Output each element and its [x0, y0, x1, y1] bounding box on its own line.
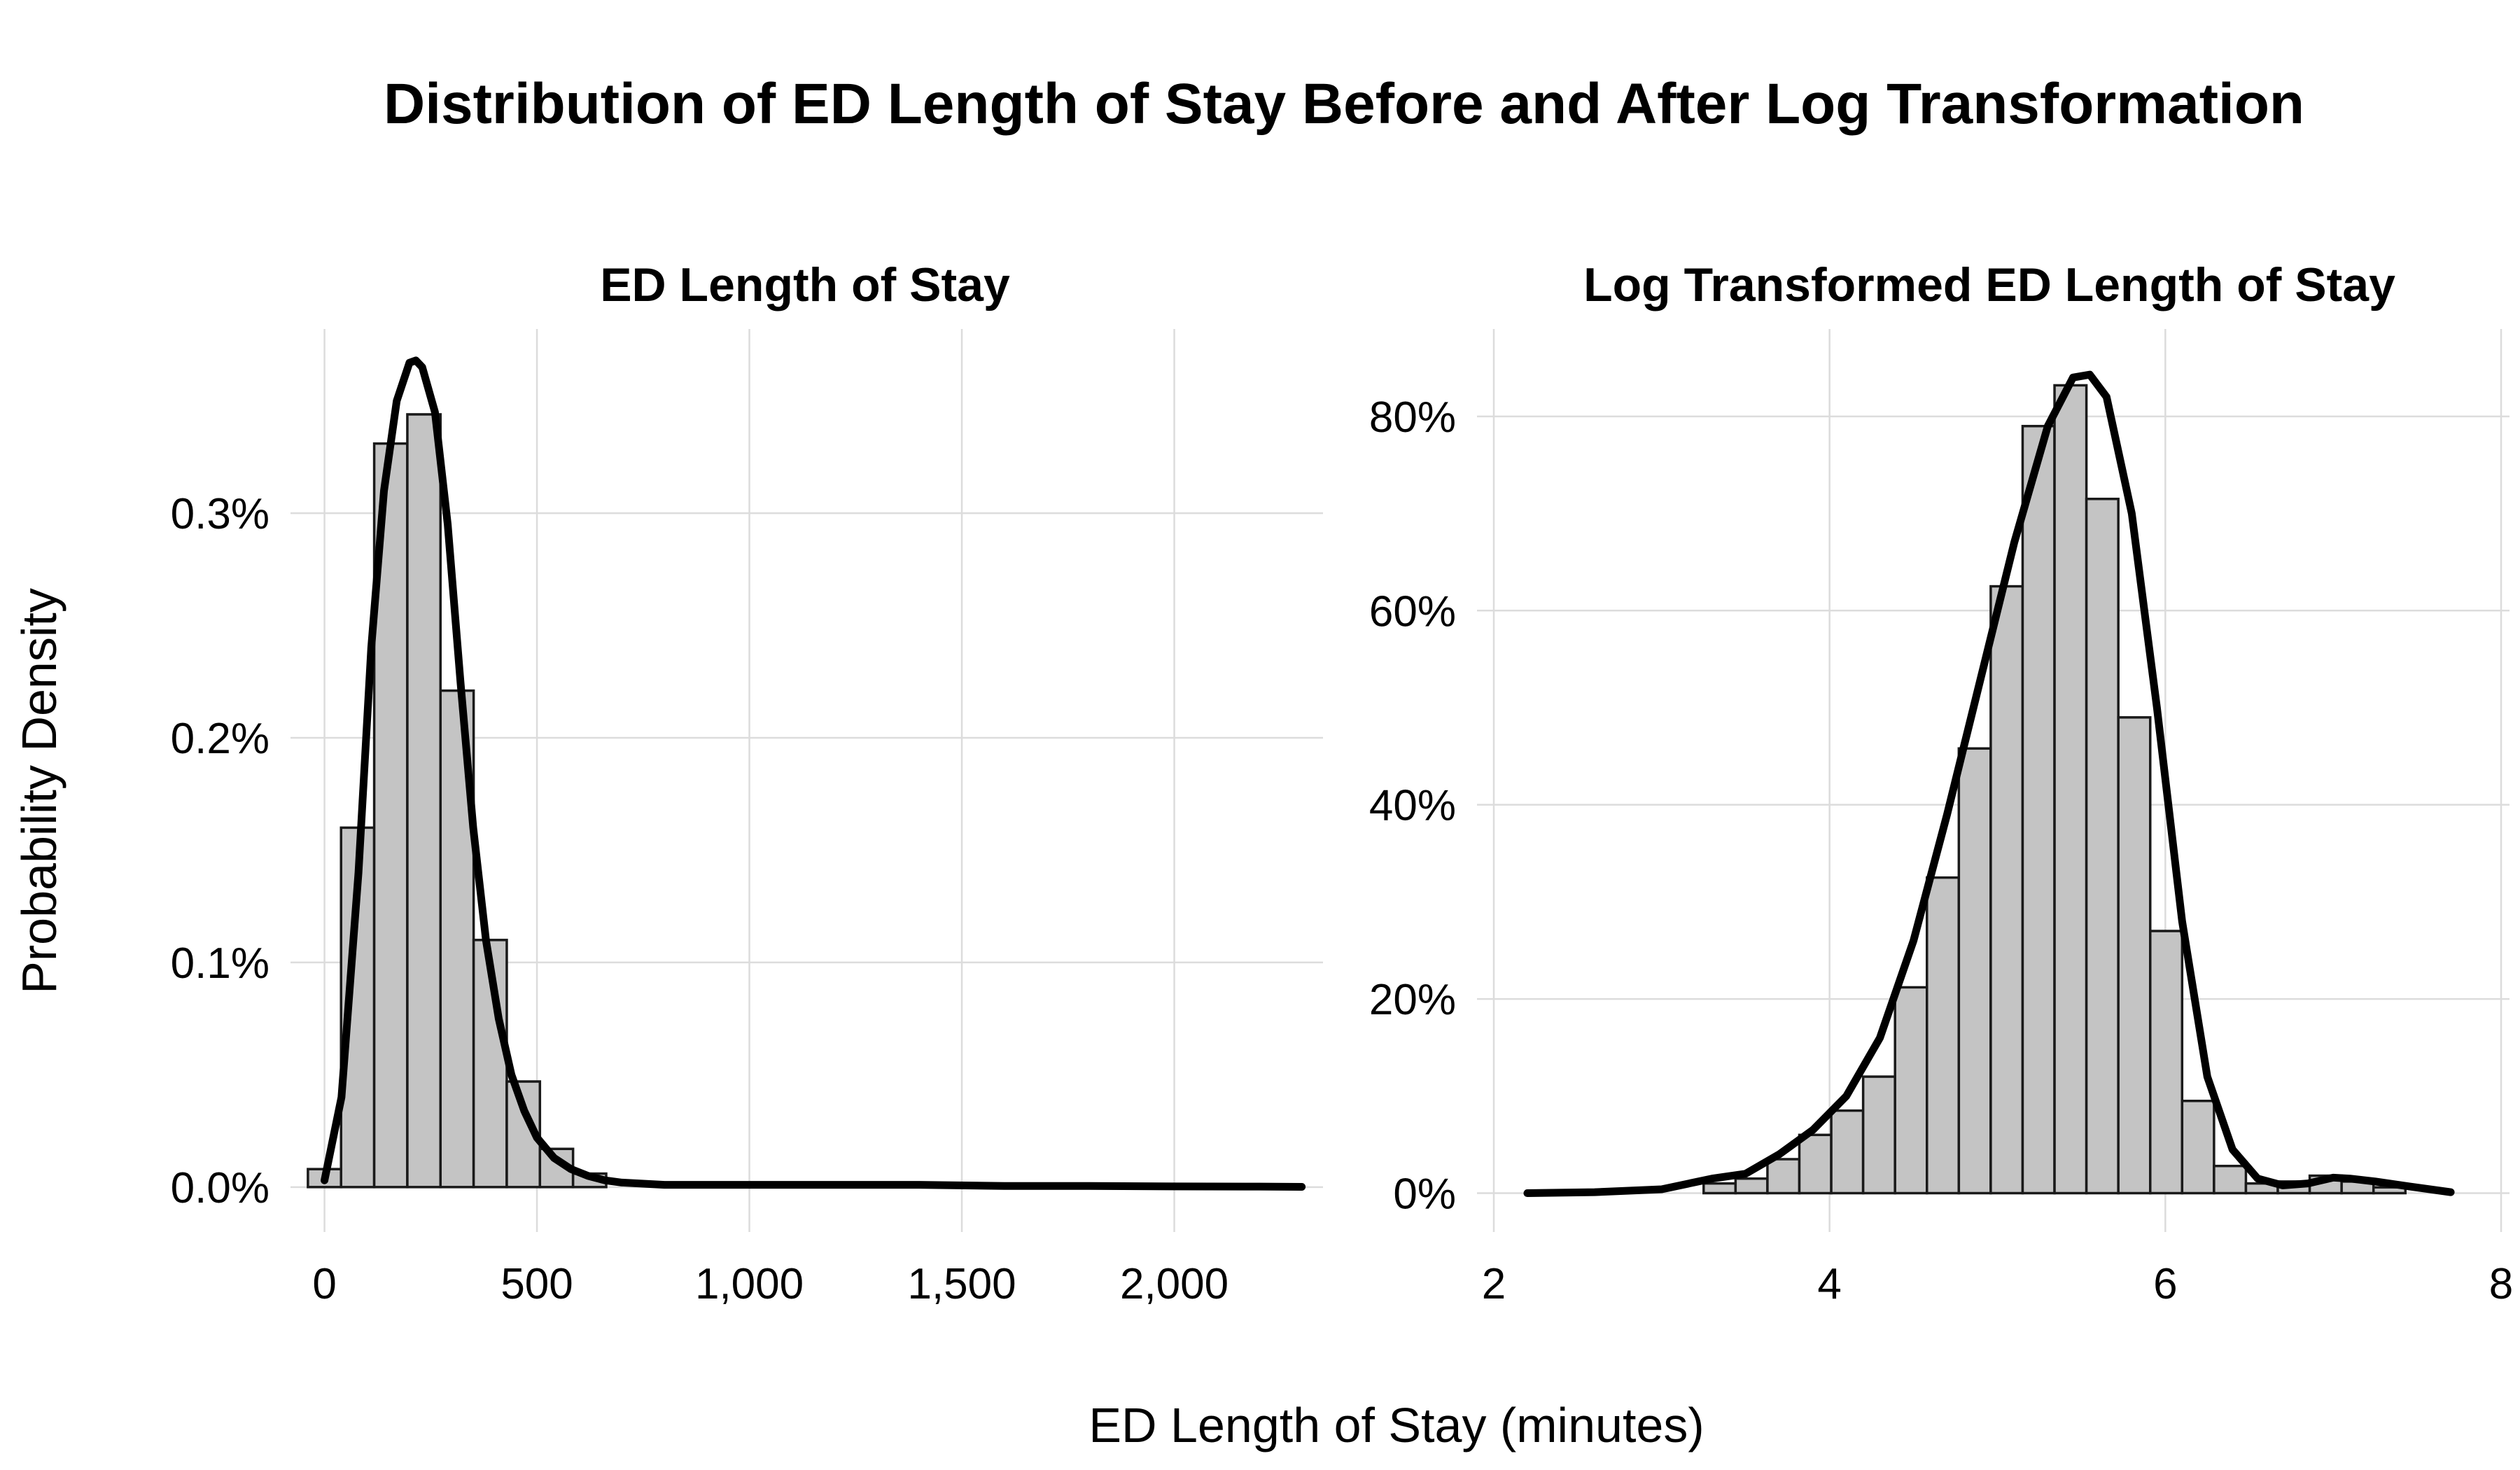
right-histogram-bar	[1861, 1075, 1896, 1195]
right-histogram-bar	[2085, 497, 2120, 1195]
left-panel-title: ED Length of Stay	[600, 258, 1010, 312]
left-histogram-bar	[406, 413, 442, 1189]
right-density-curve	[1523, 370, 2455, 1198]
right-y-tick-label: 80%	[1369, 393, 1456, 442]
right-y-tick-label: 20%	[1369, 976, 1456, 1024]
left-y-tick-label: 0.2%	[171, 715, 270, 763]
right-histogram-bar	[1766, 1158, 1801, 1195]
right-histogram-bar	[2053, 384, 2088, 1195]
right-histogram-bar	[2021, 424, 2056, 1195]
chart-title: Distribution of ED Length of Stay Before…	[384, 72, 2304, 136]
right-histogram-bar	[1957, 747, 1992, 1195]
right-histogram-bar	[1893, 986, 1928, 1195]
right-histogram-bar	[2148, 930, 2184, 1195]
x-axis-label: ED Length of Stay (minutes)	[1088, 1398, 1704, 1452]
right-histogram-bar	[1926, 876, 1961, 1195]
right-histogram-bar	[1989, 584, 2024, 1195]
right-x-tick-label: 8	[2489, 1260, 2513, 1308]
right-histogram-bar	[1734, 1177, 1769, 1195]
left-y-tick-label: 0.1%	[171, 939, 270, 988]
right-histogram-bar	[2213, 1164, 2248, 1195]
left-x-tick-label: 1,000	[695, 1260, 804, 1308]
right-x-tick-label: 2	[1482, 1260, 1506, 1308]
left-panel: 0.0% 0.1% 0.2% 0.3% 0 500 1,000 1,500 2,000	[171, 329, 1323, 1308]
y-axis-label: Probability Density	[12, 588, 66, 994]
right-histogram-bar	[1702, 1182, 1737, 1195]
right-histogram-bar	[1798, 1133, 1833, 1195]
left-x-tick-label: 1,500	[907, 1260, 1016, 1308]
right-histogram-bar	[2117, 716, 2152, 1195]
right-panel: 0% 20% 40% 60% 80% 2 4 6 8	[1369, 329, 2513, 1308]
left-x-tick-label: 500	[500, 1260, 573, 1308]
right-y-tick-label: 40%	[1369, 782, 1456, 830]
left-density-curve	[321, 356, 1306, 1191]
right-histogram-bar	[1830, 1109, 1865, 1195]
right-x-tick-label: 6	[2153, 1260, 2177, 1308]
right-x-tick-label: 4	[1817, 1260, 1841, 1308]
right-panel-title: Log Transformed ED Length of Stay	[1583, 258, 2395, 312]
left-x-tick-label: 0	[312, 1260, 336, 1308]
left-y-tick-label: 0.3%	[171, 490, 270, 538]
right-histogram-bar	[2180, 1099, 2216, 1195]
left-x-tick-label: 2,000	[1120, 1260, 1228, 1308]
right-y-tick-label: 60%	[1369, 587, 1456, 636]
left-y-tick-label: 0.0%	[171, 1164, 270, 1212]
right-y-tick-label: 0%	[1393, 1170, 1456, 1219]
